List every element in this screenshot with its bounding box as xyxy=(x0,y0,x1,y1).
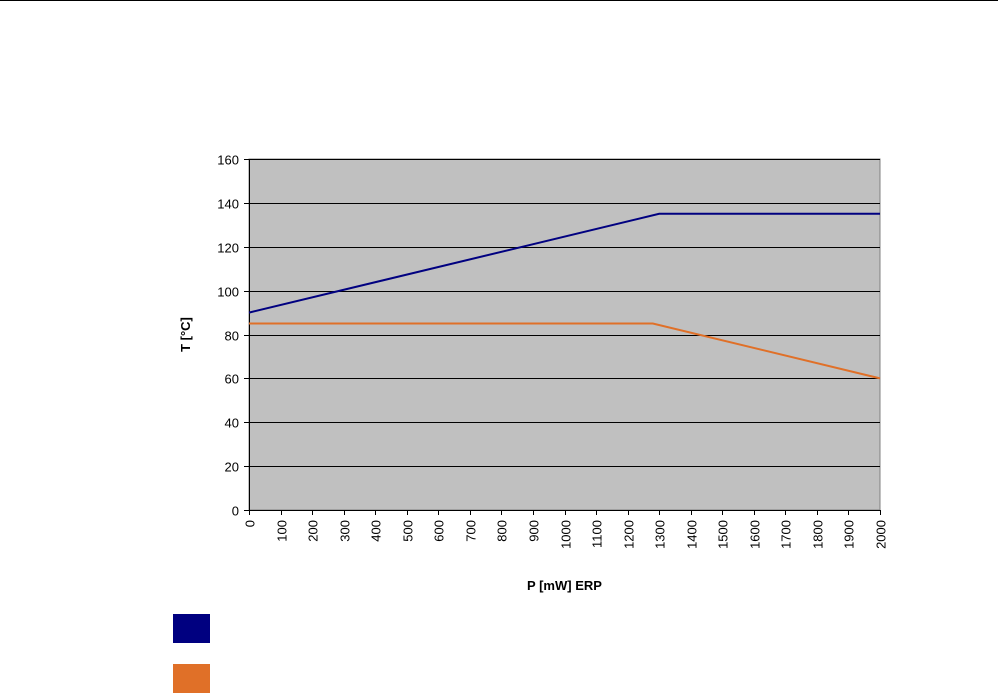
x-tick-label: 1200 xyxy=(622,520,637,549)
x-axis-title: P [mW] ERP xyxy=(527,578,602,593)
x-tick-label: 600 xyxy=(432,520,447,542)
x-tick-label: 1400 xyxy=(685,520,700,549)
x-tick-label: 0 xyxy=(243,520,258,527)
axes xyxy=(244,159,881,515)
series-line-1 xyxy=(248,212,880,314)
y-tick-label: 20 xyxy=(225,460,239,475)
x-tick-label: 700 xyxy=(464,520,479,542)
x-tick-label: 900 xyxy=(527,520,542,542)
series-lines xyxy=(248,212,881,380)
x-tick-label: 400 xyxy=(369,520,384,542)
y-tick-label: 0 xyxy=(232,504,239,519)
legend-swatch-2 xyxy=(173,664,210,693)
legend xyxy=(173,614,210,693)
x-tick-label: 1700 xyxy=(779,520,794,549)
y-tick-label: 40 xyxy=(225,416,239,431)
x-tick-label: 1900 xyxy=(842,520,857,549)
y-tick-label: 80 xyxy=(225,329,239,344)
y-axis-title: T [°C] xyxy=(178,317,193,352)
plot-area xyxy=(248,158,881,511)
legend-swatch-1 xyxy=(173,614,210,643)
x-tick-label: 1800 xyxy=(811,520,826,549)
x-tick-label: 800 xyxy=(495,520,510,542)
x-tick-label: 1300 xyxy=(653,520,668,549)
x-tick-label: 2000 xyxy=(874,520,889,549)
y-tick-label: 120 xyxy=(217,241,239,256)
page-top-border xyxy=(0,0,998,1)
x-tick-label: 1500 xyxy=(716,520,731,549)
gridlines xyxy=(249,159,880,467)
x-tick-label: 100 xyxy=(275,520,290,542)
series-line-2 xyxy=(249,322,881,380)
x-tick-label: 1100 xyxy=(590,520,605,548)
x-tick-label: 500 xyxy=(401,520,416,542)
x-tick-label: 1000 xyxy=(559,520,574,549)
x-tick-label: 1600 xyxy=(748,520,763,549)
y-tick-label: 160 xyxy=(217,153,239,168)
x-tick-label: 200 xyxy=(306,520,321,542)
y-tick-label: 60 xyxy=(225,372,239,387)
x-tick-label: 300 xyxy=(338,520,353,542)
y-tick-label: 100 xyxy=(217,285,239,300)
y-tick-label: 140 xyxy=(217,197,239,212)
